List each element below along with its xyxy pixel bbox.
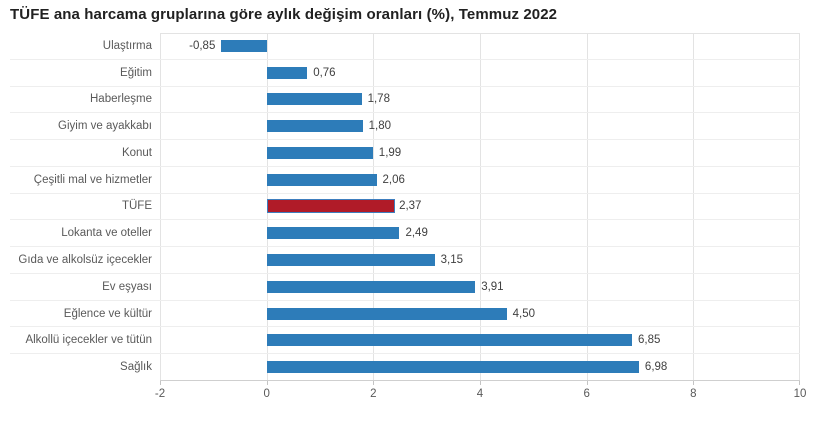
x-tick-label: 4: [476, 388, 484, 400]
category-label: Eğlence ve kültür: [63, 307, 152, 320]
category-label: Eğitim: [120, 66, 152, 79]
chart-title: TÜFE ana harcama gruplarına göre aylık d…: [10, 6, 558, 23]
value-label: 2,37: [399, 200, 422, 213]
category-label: Haberleşme: [90, 93, 152, 106]
value-label: 1,78: [367, 93, 390, 106]
x-tick-label: 6: [583, 388, 590, 400]
value-label: 6,98: [644, 361, 668, 374]
bar-track: 2,49: [160, 220, 800, 246]
value-label: 1,99: [378, 146, 402, 159]
chart-row: TÜFE 2,37: [10, 194, 800, 221]
value-label: -0,85: [189, 39, 216, 52]
bar-track: -0,85: [160, 33, 800, 59]
chart-row: Ev eşyası 3,91: [10, 274, 800, 301]
category-label: Ev eşyası: [102, 280, 152, 293]
bar[interactable]: [266, 173, 377, 186]
bar[interactable]: [266, 120, 363, 133]
chart-row: Eğlence ve kültür 4,50: [10, 301, 800, 328]
bar[interactable]: [266, 93, 362, 106]
category-label: Alkollü içecekler ve tütün: [25, 334, 152, 347]
bar-track: 4,50: [160, 301, 800, 327]
x-tick-label: 10: [793, 388, 807, 400]
bar-track: 6,98: [160, 354, 800, 380]
category-label: Giyim ve ayakkabı: [58, 120, 152, 133]
value-label: 3,91: [481, 280, 504, 293]
grid-line: [160, 34, 161, 381]
bar-track: 3,15: [160, 247, 800, 273]
grid-line: [693, 34, 695, 381]
axis-tick: [160, 381, 161, 385]
x-axis: -2 0 2 4 6 8 10: [155, 380, 806, 413]
chart-row: Lokanta ve oteller 2,49: [10, 220, 800, 248]
bar-track: 6,85: [160, 327, 800, 353]
axis-tick: [266, 381, 268, 385]
chart-row: Çeşitli mal ve hizmetler 2,06: [10, 167, 800, 194]
bar-track: 2,37: [160, 194, 800, 220]
axis-tick: [586, 381, 588, 385]
bar-chart: Ulaştırma -0,85 Eğitim 0,76 Haberleşme 1…: [10, 33, 800, 381]
category-label: TÜFE: [121, 200, 152, 213]
bar-track: 2,06: [160, 167, 800, 193]
category-label: Gıda ve alkolsüz içecekler: [18, 254, 152, 266]
bar[interactable]: [221, 39, 267, 52]
chart-row: Sağlık 6,98: [10, 354, 800, 380]
chart-row: Haberleşme 1,78: [10, 87, 800, 114]
bar[interactable]: [266, 334, 632, 347]
bar[interactable]: [266, 280, 476, 293]
chart-row: Alkollü içecekler ve tütün 6,85: [10, 327, 800, 355]
grid-line: [480, 34, 481, 381]
chart-row: Gıda ve alkolsüz içecekler 3,15: [10, 247, 800, 274]
axis-tick: [799, 381, 800, 385]
bar-track: 1,78: [160, 87, 800, 113]
x-tick-label: 2: [370, 388, 377, 400]
bar-track: 1,80: [160, 113, 800, 139]
category-label: Konut: [121, 146, 152, 159]
category-label: Çeşitli mal ve hizmetler: [33, 173, 152, 186]
category-label: Lokanta ve oteller: [61, 227, 152, 240]
value-label: 3,15: [440, 254, 464, 266]
x-tick-label: 8: [690, 388, 697, 400]
chart-row: Konut 1,99: [10, 140, 800, 167]
value-label: 1,80: [368, 120, 392, 133]
chart-row: Eğitim 0,76: [10, 60, 800, 87]
x-tick-label: 0: [263, 388, 270, 400]
bar-rows: Ulaştırma -0,85 Eğitim 0,76 Haberleşme 1…: [10, 33, 800, 380]
bar[interactable]: [266, 227, 400, 240]
axis-tick: [693, 381, 695, 385]
x-tick-label: -2: [154, 388, 166, 400]
value-label: 6,85: [638, 334, 661, 347]
value-label: 2,06: [382, 173, 405, 186]
grid-line: [586, 34, 588, 381]
value-label: 4,50: [512, 307, 536, 320]
chart-row: Giyim ve ayakkabı 1,80: [10, 113, 800, 141]
bar-track: 1,99: [160, 140, 800, 166]
category-label: Sağlık: [120, 361, 152, 374]
value-label: 0,76: [313, 66, 336, 79]
category-label: Ulaştırma: [102, 39, 152, 52]
axis-tick: [480, 381, 481, 385]
bar[interactable]: [266, 146, 373, 159]
bar[interactable]: [266, 254, 435, 266]
bar[interactable]: [266, 199, 396, 214]
bar-track: 0,76: [160, 60, 800, 86]
grid-line: [799, 34, 800, 381]
axis-tick: [373, 381, 375, 385]
bar-track: 3,91: [160, 274, 800, 300]
value-label: 2,49: [405, 227, 428, 240]
bar[interactable]: [266, 66, 308, 79]
bar[interactable]: [266, 361, 639, 374]
chart-row: Ulaştırma -0,85: [10, 33, 800, 60]
bar[interactable]: [266, 307, 507, 320]
